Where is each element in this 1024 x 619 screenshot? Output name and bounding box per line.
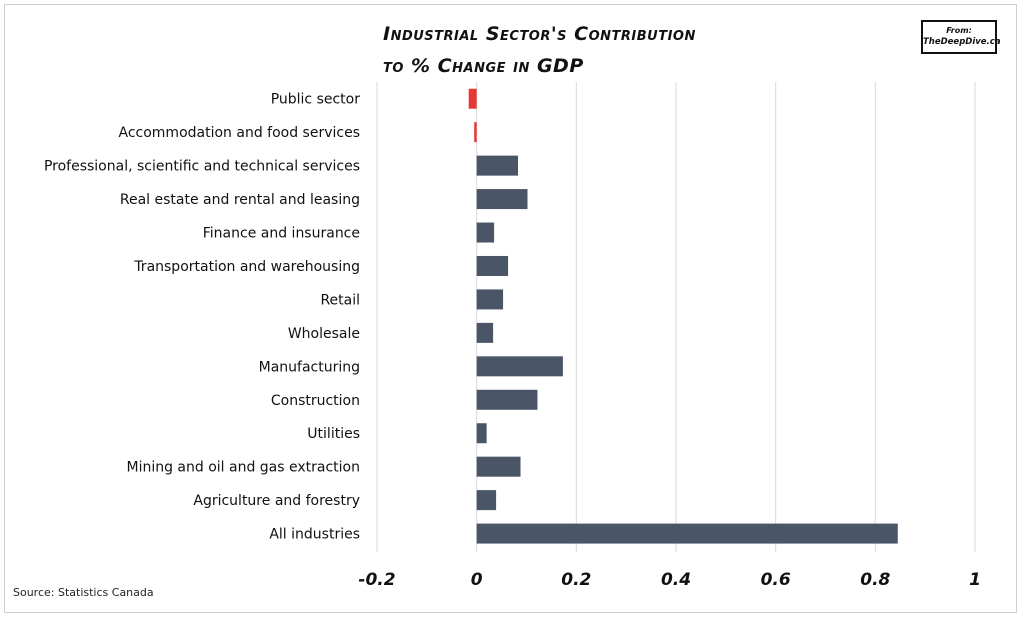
source-badge: From: TheDeepDive.ca xyxy=(921,20,1001,54)
x-tick-label: 0.8 xyxy=(860,570,890,590)
gridlines xyxy=(376,82,976,552)
x-tick-label: 0.2 xyxy=(561,570,591,590)
category-labels: Public sector Accommodation and food serv… xyxy=(44,92,360,543)
x-tick-label: 0 xyxy=(471,570,483,590)
bars xyxy=(468,88,898,544)
x-tick-label: 0.6 xyxy=(761,570,791,590)
x-tick-label: 1 xyxy=(969,570,981,590)
bar xyxy=(476,490,497,511)
bar xyxy=(476,189,528,210)
category-label: Finance and insurance xyxy=(203,226,360,242)
category-label: Real estate and rental and leasing xyxy=(120,192,360,208)
bar xyxy=(468,88,477,109)
bar xyxy=(476,255,509,276)
category-label: Transportation and warehousing xyxy=(133,259,360,275)
chart-frame xyxy=(4,4,1017,613)
category-label: Agriculture and forestry xyxy=(193,493,360,509)
bar xyxy=(476,523,898,544)
bar xyxy=(476,389,538,410)
category-label: Retail xyxy=(320,292,360,308)
bar xyxy=(476,423,487,444)
category-label: Professional, scientific and technical s… xyxy=(44,159,360,175)
bar xyxy=(476,222,495,243)
bar xyxy=(476,356,563,377)
category-label: Accommodation and food services xyxy=(119,125,361,141)
category-label: Public sector xyxy=(271,92,361,108)
chart-title: Industrial Sector's Contribution to % Ch… xyxy=(383,18,696,82)
bar xyxy=(476,456,521,477)
category-label: Manufacturing xyxy=(259,359,360,375)
chart-title-line-2: to % Change in GDP xyxy=(383,55,584,77)
category-label: Wholesale xyxy=(288,326,360,342)
x-tick-labels: -0.2 0 0.2 0.4 0.6 0.8 1 xyxy=(358,570,981,590)
source-note: Source: Statistics Canada xyxy=(13,586,154,599)
category-label: Utilities xyxy=(307,426,360,442)
category-label: All industries xyxy=(269,527,360,543)
bar xyxy=(476,289,504,310)
bar xyxy=(474,122,477,143)
x-tick-label: -0.2 xyxy=(358,570,395,590)
category-label: Construction xyxy=(271,393,360,409)
bar xyxy=(476,322,494,343)
chart-title-line-1: Industrial Sector's Contribution xyxy=(383,23,696,45)
badge-site-label: TheDeepDive.ca xyxy=(923,37,1001,47)
x-tick-label: 0.4 xyxy=(661,570,691,590)
badge-from-label: From: xyxy=(946,26,972,35)
category-label: Mining and oil and gas extraction xyxy=(126,460,360,476)
bar xyxy=(476,155,519,176)
